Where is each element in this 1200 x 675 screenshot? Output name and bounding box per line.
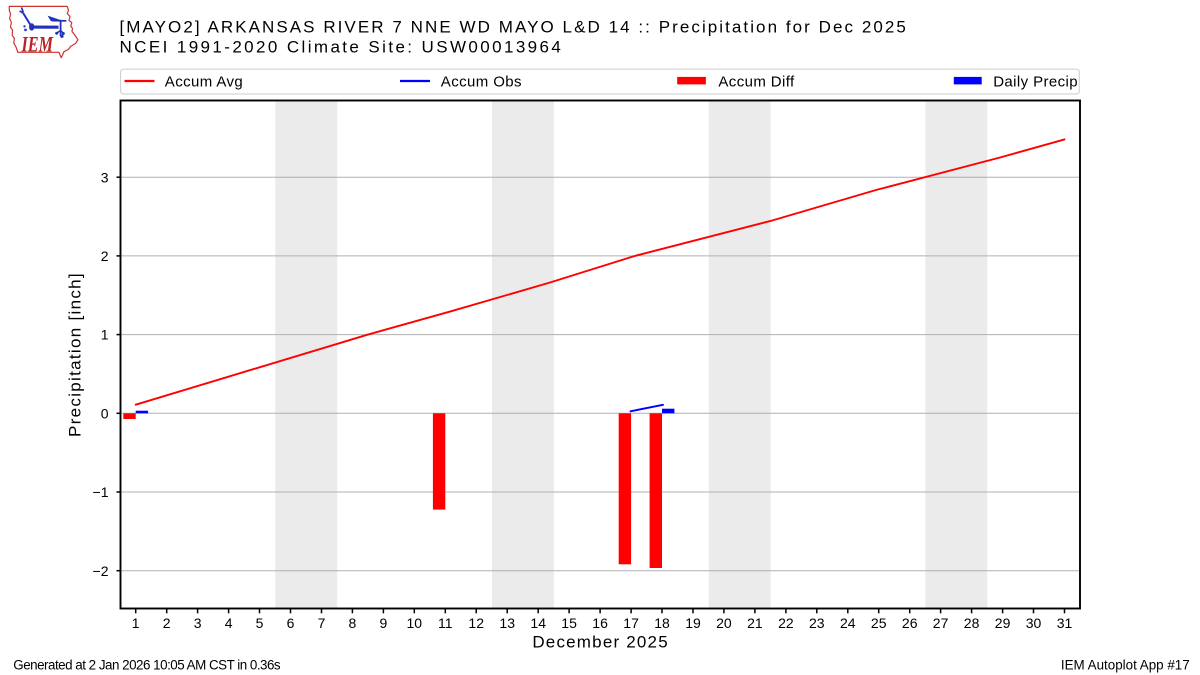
svg-text:Accum Diff: Accum Diff	[718, 73, 795, 90]
svg-text:11: 11	[438, 615, 453, 631]
svg-text:4: 4	[225, 615, 233, 631]
svg-text:21: 21	[747, 615, 763, 631]
svg-text:1: 1	[101, 327, 109, 343]
svg-text:0: 0	[101, 405, 109, 421]
svg-text:−2: −2	[93, 563, 109, 579]
svg-text:Accum Avg: Accum Avg	[165, 73, 243, 90]
svg-text:5: 5	[256, 615, 264, 631]
svg-text:15: 15	[561, 615, 577, 631]
svg-text:7: 7	[318, 615, 326, 631]
svg-text:Daily Precip: Daily Precip	[993, 73, 1078, 90]
svg-text:Accum Obs: Accum Obs	[441, 73, 522, 90]
svg-text:26: 26	[902, 615, 918, 631]
svg-text:2: 2	[163, 615, 171, 631]
svg-text:30: 30	[1026, 615, 1042, 631]
svg-text:9: 9	[380, 615, 388, 631]
svg-text:[MAYO2] ARKANSAS RIVER 7 NNE W: [MAYO2] ARKANSAS RIVER 7 NNE WD MAYO L&D…	[120, 18, 908, 37]
svg-text:12: 12	[468, 615, 484, 631]
svg-text:Generated at 2 Jan 2026 10:05: Generated at 2 Jan 2026 10:05 AM CST in …	[13, 658, 281, 673]
svg-text:10: 10	[407, 615, 423, 631]
svg-text:14: 14	[530, 615, 546, 631]
svg-text:3: 3	[101, 169, 109, 185]
svg-text:2: 2	[101, 248, 109, 264]
svg-text:31: 31	[1057, 615, 1073, 631]
svg-text:16: 16	[592, 615, 608, 631]
svg-text:24: 24	[840, 615, 856, 631]
svg-text:8: 8	[349, 615, 357, 631]
svg-text:25: 25	[871, 615, 887, 631]
svg-text:IEM Autoplot App #17: IEM Autoplot App #17	[1061, 658, 1190, 673]
svg-text:NCEI 1991-2020 Climate Site: U: NCEI 1991-2020 Climate Site: USW00013964	[120, 38, 564, 57]
svg-text:6: 6	[287, 615, 295, 631]
svg-text:13: 13	[499, 615, 515, 631]
svg-text:28: 28	[964, 615, 980, 631]
svg-text:1: 1	[132, 615, 140, 631]
svg-text:December 2025: December 2025	[532, 633, 669, 652]
svg-text:17: 17	[623, 615, 639, 631]
svg-text:29: 29	[995, 615, 1011, 631]
svg-text:−1: −1	[93, 484, 109, 500]
svg-text:3: 3	[194, 615, 202, 631]
svg-text:27: 27	[933, 615, 949, 631]
svg-text:20: 20	[716, 615, 732, 631]
svg-text:23: 23	[809, 615, 825, 631]
svg-text:19: 19	[685, 615, 701, 631]
svg-text:IEM: IEM	[21, 31, 54, 56]
svg-text:18: 18	[654, 615, 670, 631]
svg-text:Precipitation [inch]: Precipitation [inch]	[65, 272, 84, 437]
svg-text:22: 22	[778, 615, 794, 631]
